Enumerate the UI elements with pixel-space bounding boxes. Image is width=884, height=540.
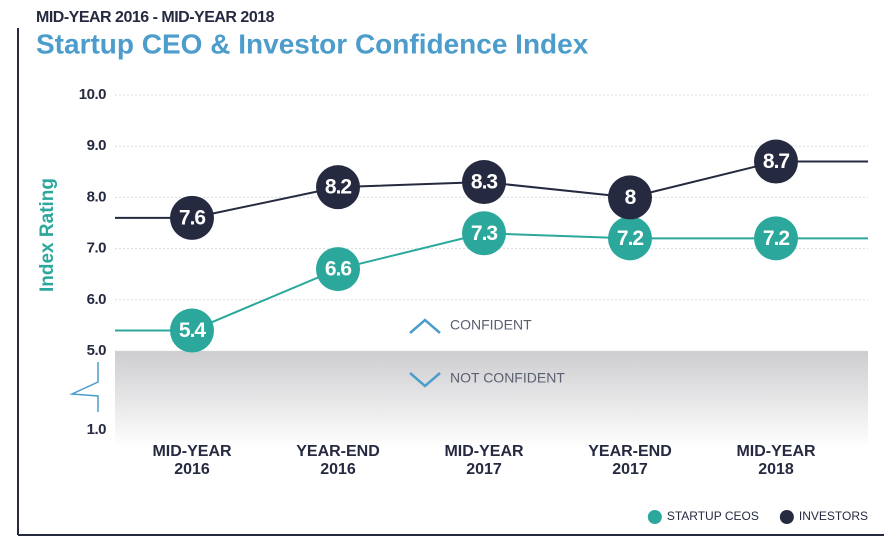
point <box>754 139 798 184</box>
legend-swatch <box>779 510 794 524</box>
annotation: NOT CONFIDENT <box>450 370 565 386</box>
x-tick-label: MID-YEAR <box>736 443 816 460</box>
point <box>754 216 798 261</box>
point <box>316 247 360 292</box>
value-label: 7.3 <box>471 222 498 245</box>
x-tick-label: MID-YEAR <box>152 443 232 460</box>
y-tick-label: 1.0 <box>87 421 107 438</box>
value-label: 5.4 <box>179 319 207 342</box>
value-label: 8.2 <box>325 176 352 199</box>
x-tick-label: 2017 <box>612 461 648 478</box>
x-tick-label: 2016 <box>174 461 210 478</box>
value-label: 8.7 <box>763 150 790 173</box>
x-tick-label: MID-YEAR <box>444 443 524 460</box>
y-tick-label: 7.0 <box>87 240 107 257</box>
value-label: 8 <box>625 186 637 209</box>
value-label: 6.6 <box>325 258 352 281</box>
value-label: 8.3 <box>471 171 498 194</box>
axis-break <box>69 362 99 412</box>
y-tick-label: 9.0 <box>87 137 107 154</box>
x-tick-label: 2018 <box>758 461 794 478</box>
chart-title: Startup CEO & Investor Confidence Index <box>36 28 589 59</box>
not-confident-arrow <box>409 372 441 388</box>
confident-arrow <box>409 318 441 334</box>
point <box>608 175 652 220</box>
x-tick-label: 2017 <box>466 461 502 478</box>
x-tick-label: 2016 <box>320 461 356 478</box>
value-label: 7.2 <box>763 227 790 250</box>
legend-swatch <box>647 510 662 524</box>
legend-label: INVESTORS <box>799 509 868 523</box>
y-axis-label: Index Rating <box>37 178 58 292</box>
y-tick-label: 6.0 <box>87 291 107 308</box>
y-tick-label: 5.0 <box>87 342 107 359</box>
point <box>170 195 214 240</box>
chart-subtitle: MID-YEAR 2016 - MID-YEAR 2018 <box>36 9 275 26</box>
y-tick-label: 10.0 <box>79 86 106 103</box>
annotation: CONFIDENT <box>450 317 532 333</box>
value-label: 7.6 <box>179 206 206 229</box>
point <box>608 216 652 261</box>
not-confident-region <box>115 351 868 448</box>
y-tick-label: 8.0 <box>87 188 107 205</box>
point <box>170 308 214 353</box>
point <box>316 165 360 210</box>
value-label: 7.2 <box>617 227 644 250</box>
x-tick-label: YEAR-END <box>296 443 380 460</box>
point <box>462 211 506 256</box>
point <box>462 160 506 205</box>
legend-label: STARTUP CEOS <box>667 509 759 523</box>
x-tick-label: YEAR-END <box>588 443 672 460</box>
